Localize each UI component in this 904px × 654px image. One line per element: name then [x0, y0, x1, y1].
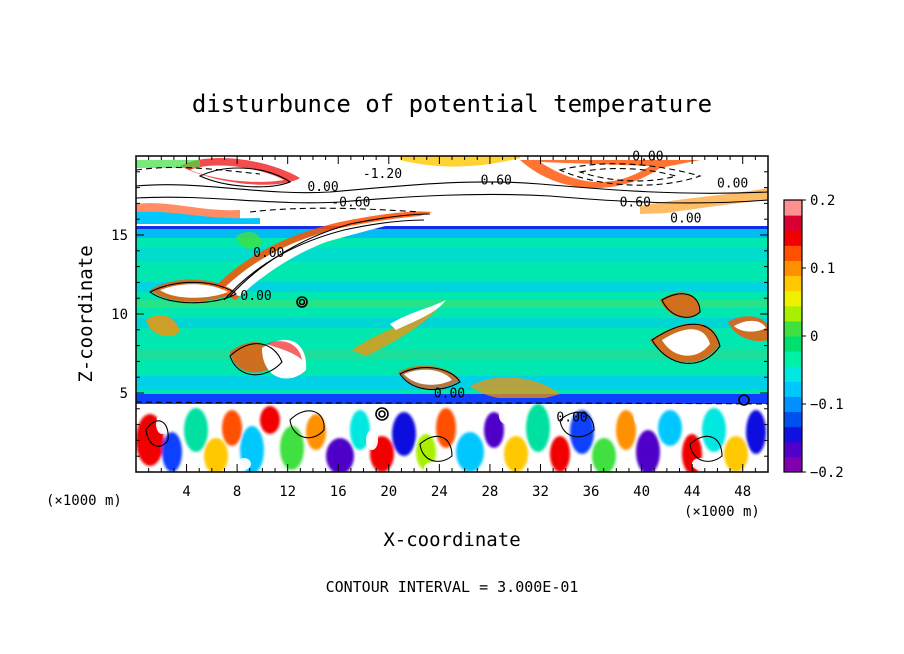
- contour-label: 0.00: [307, 180, 338, 195]
- y-tick-label: 10: [111, 307, 128, 323]
- y-axis: 5 10 15: [111, 155, 768, 473]
- contour-label: 0.00: [556, 410, 587, 425]
- colorbar-segment: [784, 366, 802, 382]
- colorbar-segment: [784, 411, 802, 428]
- contour-label: 0.00: [632, 150, 663, 165]
- contour-label: 0.00: [670, 211, 701, 226]
- colorbar-segment: [784, 275, 802, 292]
- colorbar-segment: [784, 200, 802, 216]
- x-tick-label: 8: [233, 484, 241, 500]
- y-tick-label: 5: [120, 386, 128, 402]
- colorbar-tick-label: −0.1: [810, 397, 844, 413]
- contour-label: 0.00: [717, 177, 748, 192]
- x-tick-label: 16: [330, 484, 347, 500]
- colorbar-segment: [784, 290, 802, 307]
- contour-label: 0.60: [620, 196, 651, 211]
- x-tick-label: 4: [182, 484, 190, 500]
- y-tick-label: 15: [111, 228, 128, 244]
- colorbar-segment: [784, 230, 802, 246]
- contour-label: 0.60: [481, 173, 512, 188]
- x-tick-label: 36: [583, 484, 600, 500]
- colorbar-segment: [784, 320, 802, 337]
- colorbar-segment: [784, 441, 802, 458]
- colorbar-segment: [784, 426, 802, 443]
- colorbar-segment: [784, 245, 802, 261]
- x-tick-label: 48: [734, 484, 751, 500]
- colorbar-segment: [784, 396, 802, 413]
- x-tick-label: 32: [532, 484, 549, 500]
- colorbar-tick-label: 0: [810, 329, 818, 345]
- x-tick-label: 44: [684, 484, 701, 500]
- x-axis-title: X-coordinate: [383, 529, 520, 551]
- colorbar-segment: [784, 305, 802, 322]
- colorbar-tick-label: −0.2: [810, 465, 844, 481]
- colorbar-segment: [784, 381, 802, 397]
- contour-label: 0.00: [434, 387, 465, 402]
- contour-label: -0.60: [331, 196, 370, 211]
- x-tick-label: 24: [431, 484, 448, 500]
- x-tick-label: 20: [380, 484, 397, 500]
- contour-label: 0.00: [240, 289, 271, 304]
- x-tick-label: 28: [481, 484, 498, 500]
- colorbar-segment: [784, 351, 802, 367]
- colorbar-tick-label: 0.1: [810, 261, 835, 277]
- contour-label: -1.20: [363, 167, 402, 182]
- heatmap-field: [136, 156, 768, 472]
- x-tick-label: 12: [279, 484, 296, 500]
- x-tick-label: 40: [633, 484, 650, 500]
- contour-labels: 0.00-1.200.00 0.60 0.00-0.60 0.600.000.000.…: [240, 150, 748, 426]
- colorbar-tick-label: 0.2: [810, 193, 835, 209]
- colorbar-segment: [784, 456, 802, 473]
- x-axis-unit-right: (×1000 m): [684, 504, 760, 520]
- colorbar-segment: [784, 336, 802, 352]
- x-axis: 4 8 12 16 20 24 28 32 36 40 44 48: [135, 156, 769, 500]
- colorbar-segment: [784, 215, 802, 231]
- colorbar: 0.2 0.1 0 −0.1 −0.2: [783, 193, 844, 481]
- chart-title: disturbunce of potential temperature: [192, 90, 712, 118]
- x-axis-unit-left: (×1000 m): [46, 493, 122, 509]
- contour-interval-label: CONTOUR INTERVAL = 3.000E-01: [326, 578, 579, 596]
- colorbar-segment: [784, 260, 802, 277]
- contour-label: 0.00: [253, 246, 284, 261]
- y-axis-title: Z-coordinate: [75, 245, 97, 382]
